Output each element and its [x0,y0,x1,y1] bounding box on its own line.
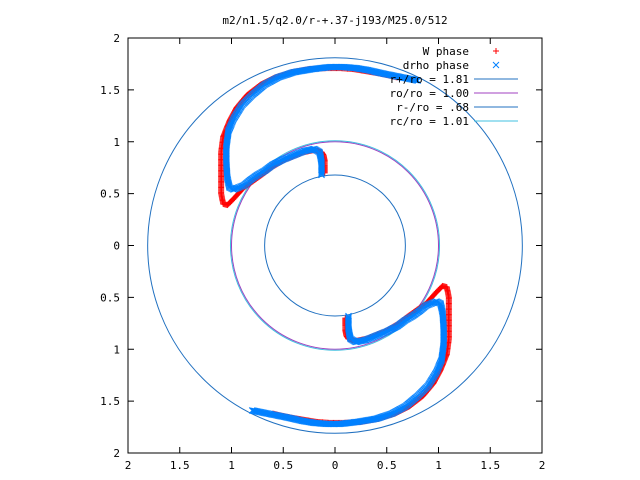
y-tick-label: 1 [113,136,120,149]
y-tick-label: 1.5 [100,395,120,408]
y-tick-label: 0.5 [100,291,120,304]
legend-label: W phase [423,45,469,58]
legend-marker [493,48,499,54]
legend-marker [492,61,500,69]
x-tick-label: 0.5 [273,459,293,472]
circle-3 [229,140,441,351]
y-tick-label: 0.5 [100,188,120,201]
x-tick-label: 0 [332,459,339,472]
data-point [414,77,422,84]
circle-1 [231,141,439,350]
series-cross-points [222,63,448,428]
x-tick-label: 0.5 [377,459,397,472]
y-tick-label: 0 [113,240,120,253]
legend-label: drho phase [403,59,469,72]
y-tick-label: 1 [113,343,120,356]
data-point [250,407,258,415]
x-tick-label: 2 [125,459,132,472]
x-tick-label: 1 [435,459,442,472]
legend-label: r-/ro = .68 [396,101,469,114]
circle-0 [147,57,523,434]
y-tick-label: 2 [113,32,120,45]
x-tick-label: 1.5 [480,459,500,472]
x-tick-label: 2 [539,459,546,472]
legend-label: r+/ro = 1.81 [390,73,469,86]
legend-label: ro/ro = 1.00 [390,87,469,100]
phase-series [218,63,452,428]
data-point [249,407,257,415]
x-tick-label: 1.5 [170,459,190,472]
chart-title: m2/n1.5/q2.0/r-+.37-j193/M25.0/512 [222,14,447,27]
axes: 2 1.5 1 0.5 0 0.5 1 1.5 221.510.500.511.52 [100,32,545,472]
y-tick-label: 1.5 [100,84,120,97]
circle-2 [264,174,406,317]
data-point [248,407,256,414]
data-point [413,76,421,84]
radius-circles [147,57,523,434]
x-tick-label: 1 [228,459,235,472]
legend-label: rc/ro = 1.01 [390,115,469,128]
data-point [412,76,420,84]
y-tick-label: 2 [113,447,120,460]
plot-frame [127,37,543,454]
